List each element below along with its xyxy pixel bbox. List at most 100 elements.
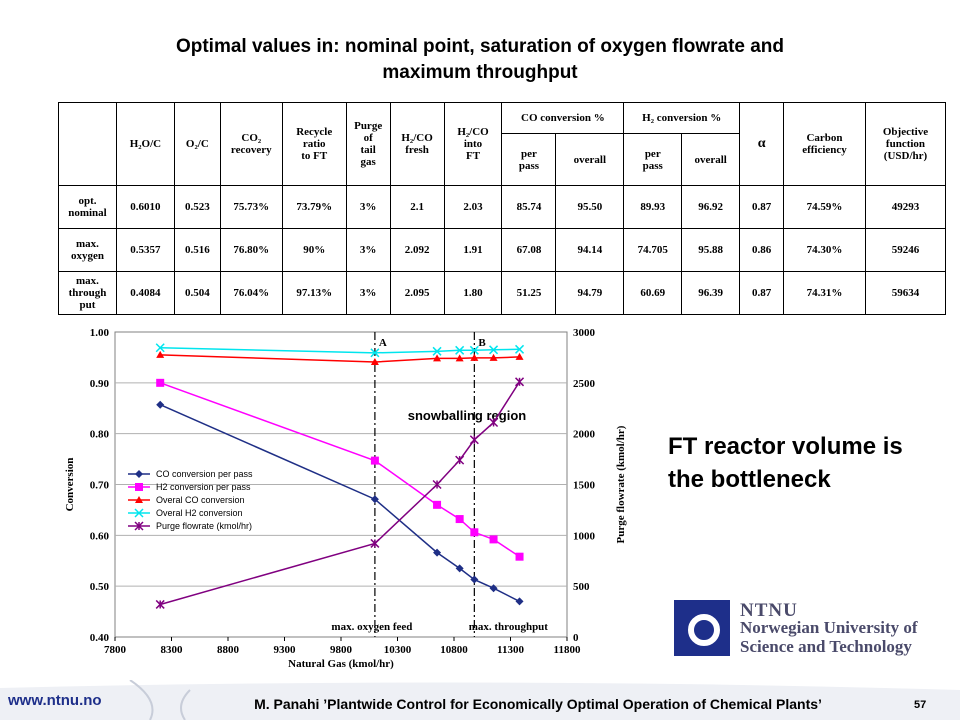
conversion-purge-chart: 0.40 0.50 0.60 0.70 0.80 0.90 1.00 0 500 1000 1500…	[64, 327, 627, 670]
col-recycle-l3: to FT	[301, 150, 328, 162]
series-0-point-1	[370, 495, 379, 504]
slide-title: Optimal values in: nominal point, satura…	[40, 34, 920, 86]
vline-label-A: A	[379, 337, 387, 349]
x-tick-label: 8300	[161, 644, 184, 656]
col-o2-c: O₂/C	[173, 102, 221, 186]
col-recycle: Recycle ratio to FT	[281, 102, 347, 186]
vline-label-B: B	[478, 337, 486, 349]
cell-recycle: 90%	[281, 228, 347, 272]
ntnu-logo-ring	[688, 614, 720, 646]
series-1-point-4	[470, 528, 479, 537]
bottleneck-note: FT reactor volume is the bottleneck	[668, 430, 958, 496]
cell-h2co-fresh: 2.092	[389, 228, 445, 272]
series-3-point-2-b	[432, 346, 442, 356]
cell-co-pp: 51.25	[501, 271, 557, 315]
cell-h2co-fresh: 2.095	[389, 271, 445, 315]
cell-h2co-ft: 1.91	[443, 228, 503, 272]
col-purge-l1: Purge	[354, 120, 383, 132]
series-3-point-0-b	[155, 343, 165, 353]
series-2-point-0	[156, 350, 165, 358]
cell-h2co-ft: 1.80	[443, 271, 503, 315]
y2-tick-label: 1000	[573, 530, 596, 542]
x-tick-label: 11800	[554, 644, 581, 656]
series-1-point-2	[433, 500, 442, 509]
col-purge-l2: of	[363, 132, 373, 144]
snowballing-annotation: snowballing region	[408, 408, 527, 423]
col-co-per-pass-l1: per	[521, 147, 537, 160]
col-h2-conversion: H₂ conversion %	[623, 102, 741, 134]
legend-label-2: Overal CO conversion	[156, 495, 245, 505]
cell-co-overall: 94.79	[555, 271, 625, 315]
slide-footer: www.ntnu.no M. Panahi ’Plantwide Control…	[0, 680, 960, 720]
cell-h2-overall: 96.92	[681, 185, 741, 229]
ntnu-logo: NTNU Norwegian University of Science and…	[672, 598, 930, 660]
col-h2co-ft-l1: H₂/CO	[457, 126, 489, 138]
cell-co2-rec: 76.04%	[219, 271, 283, 315]
legend-marker-1	[135, 483, 143, 491]
col-purge: Purge of tail gas	[345, 102, 391, 186]
col-co-conversion: CO conversion %	[501, 102, 625, 134]
y2-tick-label: 2000	[573, 429, 596, 441]
row-label-l1: max.	[76, 275, 99, 287]
row-label-l2: nominal	[68, 207, 107, 219]
cell-o2-c: 0.516	[173, 228, 221, 272]
y-tick-label: 0.70	[90, 480, 110, 492]
row-label-l2: through	[68, 287, 107, 299]
ntnu-logo-line3: Science and Technology	[740, 637, 912, 656]
y-tick-label: 0.40	[90, 632, 110, 644]
cell-h2-overall: 96.39	[681, 271, 741, 315]
x-tick-label: 10800	[440, 644, 468, 656]
col-recycle-l1: Recycle	[296, 126, 333, 138]
col-alpha: α	[739, 102, 785, 186]
slide-title-line2: maximum throughput	[382, 62, 578, 83]
cell-purge: 3%	[345, 228, 391, 272]
x-tick-label: 7800	[104, 644, 127, 656]
y-tick-label: 0.80	[90, 429, 110, 441]
cell-h2co-fresh: 2.1	[389, 185, 445, 229]
ntnu-logo-line2: Norwegian University of	[740, 618, 918, 637]
page-number: 57	[914, 699, 927, 711]
cell-co-pp: 67.08	[501, 228, 557, 272]
bottleneck-note-line1: FT reactor volume is	[668, 433, 903, 460]
vline-bottom-label-B: max. throughput	[469, 621, 549, 633]
y2-tick-label: 1500	[573, 480, 596, 492]
row-label: max. oxygen	[58, 228, 117, 272]
col-h2co-ft: H₂/CO into FT	[443, 102, 503, 186]
y2-tick-label: 0	[573, 632, 579, 644]
col-purge-l3: tail	[360, 144, 376, 156]
cell-h2o-c: 0.6010	[115, 185, 175, 229]
y2-tick-label: 500	[573, 581, 590, 593]
col-h2co-fresh-l1: H₂/CO	[401, 132, 433, 144]
cell-recycle: 97.13%	[281, 271, 347, 315]
ntnu-logo-mark	[674, 600, 730, 656]
col-h2-overall: overall	[681, 133, 741, 186]
row-label-l1: max.	[76, 238, 99, 250]
legend-label-0: CO conversion per pass	[156, 469, 253, 479]
table-header-row-2: per pass overall per pass overall	[59, 133, 946, 186]
series-3-point-6-b	[515, 344, 525, 354]
x-tick-label: 9300	[274, 644, 297, 656]
cell-alpha: 0.87	[739, 185, 785, 229]
y2-tick-label: 3000	[573, 327, 596, 339]
col-h2o-c: H₂O/C	[115, 102, 175, 186]
cell-alpha: 0.86	[739, 228, 785, 272]
row-label-l3: put	[79, 299, 96, 311]
cell-alpha: 0.87	[739, 271, 785, 315]
x-tick-label: 10300	[384, 644, 412, 656]
cell-carbon-eff: 74.30%	[783, 228, 866, 272]
col-objective-l1: Objective	[882, 126, 929, 138]
cell-objective: 59634	[864, 271, 947, 315]
col-h2-per-pass-l2: pass	[642, 159, 663, 172]
cell-o2-c: 0.504	[173, 271, 221, 315]
col-objective-l2: function	[885, 138, 926, 150]
cell-h2-pp: 60.69	[623, 271, 683, 315]
bottleneck-note-line2: the bottleneck	[668, 466, 831, 493]
cell-co2-rec: 75.73%	[219, 185, 283, 229]
series-2-point-2	[433, 354, 442, 362]
series-0-point-5	[489, 584, 498, 593]
series-3-point-3-b	[455, 345, 465, 355]
footer-url[interactable]: www.ntnu.no	[8, 692, 102, 709]
corner-cell	[58, 102, 117, 186]
col-carbon-eff-l2: efficiency	[802, 144, 847, 156]
cell-co-pp: 85.74	[501, 185, 557, 229]
